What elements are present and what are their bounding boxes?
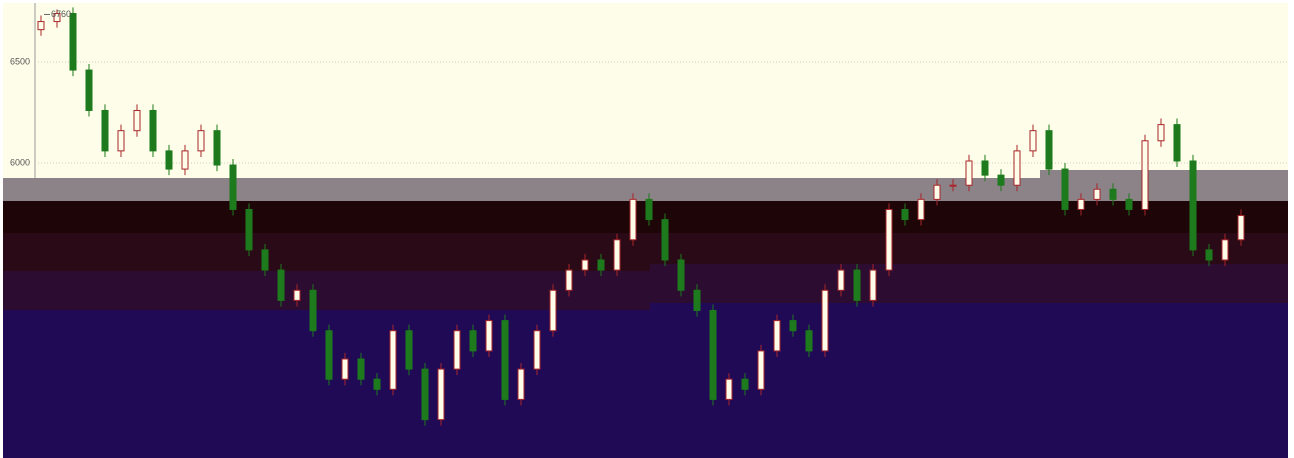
candle-body <box>1045 130 1053 170</box>
candle-body <box>1077 198 1085 210</box>
candle-body <box>597 259 605 271</box>
glitch-band <box>650 303 1288 458</box>
candle-body <box>1221 239 1229 261</box>
candle-body <box>613 239 621 271</box>
candle-body <box>565 269 573 291</box>
candle-body <box>1061 168 1069 210</box>
candle-body <box>837 269 845 291</box>
candle-body <box>1189 160 1197 251</box>
candle-body <box>85 69 93 111</box>
candle-body <box>1173 124 1181 162</box>
candle-body <box>965 160 973 186</box>
candle-body <box>69 12 77 71</box>
candle-body <box>1093 188 1101 200</box>
candle-body <box>853 269 861 301</box>
candle-body <box>805 330 813 352</box>
candle-body <box>709 310 717 400</box>
candle-body <box>421 368 429 421</box>
candle-body <box>757 350 765 390</box>
candle-body <box>1013 150 1021 186</box>
candle-body <box>949 184 957 187</box>
candle-body <box>869 269 877 301</box>
glitch-band <box>650 264 1288 303</box>
candle-body <box>1205 249 1213 261</box>
candle-body <box>277 269 285 301</box>
candle-body <box>245 208 253 251</box>
candle-body <box>997 174 1005 186</box>
candle-body <box>661 219 669 261</box>
candle-body <box>645 198 653 221</box>
candle-body <box>517 368 525 400</box>
candle-body <box>389 330 397 390</box>
candle-body <box>405 330 413 370</box>
candle-body <box>533 330 541 370</box>
candle-body <box>741 378 749 390</box>
candle-body <box>773 320 781 352</box>
candle-body <box>485 320 493 352</box>
candle-body <box>821 289 829 352</box>
candle-body <box>165 150 173 170</box>
candle-body <box>901 208 909 221</box>
candle-body <box>197 130 205 152</box>
candle-body <box>1141 140 1149 210</box>
candle-body <box>549 289 557 332</box>
candle-body <box>1125 198 1133 210</box>
candle-body <box>373 378 381 390</box>
candle-body <box>501 320 509 400</box>
glitch-band <box>1040 170 1288 194</box>
candle-body <box>933 184 941 200</box>
y-tick-label: 6000 <box>10 157 30 167</box>
candle-body <box>1157 124 1165 142</box>
candle-body <box>1029 130 1037 152</box>
candle-body <box>117 130 125 152</box>
max-label: 6760 <box>51 9 71 19</box>
candle-body <box>149 109 157 152</box>
y-tick-label: 6500 <box>10 56 30 66</box>
candle-body <box>629 198 637 241</box>
candle-body <box>469 330 477 352</box>
candle-body <box>693 289 701 312</box>
candle-body <box>325 330 333 380</box>
candle-body <box>1109 188 1117 200</box>
candle-body <box>133 109 141 132</box>
candle-body <box>981 160 989 176</box>
candle-body <box>53 12 61 23</box>
candle-body <box>261 249 269 271</box>
candle-body <box>725 378 733 400</box>
candle-body <box>917 198 925 221</box>
candle-body <box>1237 215 1245 241</box>
candle-body <box>453 330 461 370</box>
candle-body <box>677 259 685 291</box>
candle-body <box>581 259 589 271</box>
candle-body <box>885 208 893 271</box>
candle-body <box>293 289 301 301</box>
candle-body <box>101 109 109 152</box>
candle-body <box>213 130 221 166</box>
candle-body <box>437 368 445 421</box>
candle-body <box>357 358 365 380</box>
candle-body <box>229 164 237 210</box>
candle-body <box>37 21 45 31</box>
candle-body <box>789 320 797 332</box>
candle-body <box>181 150 189 170</box>
candle-body <box>309 289 317 332</box>
candle-body <box>341 358 349 380</box>
